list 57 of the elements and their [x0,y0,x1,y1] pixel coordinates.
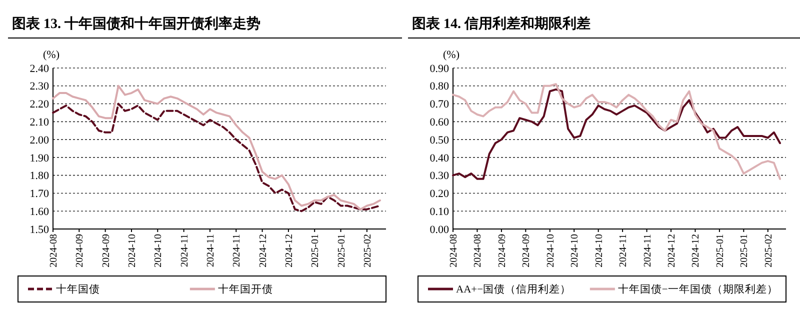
x-tick-label: 2025-01 [310,234,322,268]
y-axis-title: (%) [43,49,60,61]
y-tick-label: 1.80 [30,170,50,182]
chart-title: 图表 13. 十年国债和十年国开债利率走势 [12,15,260,32]
x-tick-label: 2024-11 [179,234,190,267]
y-tick-label: 2.00 [30,134,50,146]
y-tick-label: 0.20 [430,188,450,200]
line-series [52,84,381,210]
y-tick-label: 0.90 [430,62,450,75]
legend-label: 十年国债−一年国债（期限利差） [618,282,778,296]
chart-title: 图表 14. 信用利差和期限利差 [412,16,590,32]
x-tick-label: 2024-12 [284,234,295,268]
y-tick-label: 2.20 [30,98,50,111]
y-tick-label: 0.00 [430,224,450,236]
x-tick-label: 2024-09 [74,234,86,268]
legend-label: 十年国开债 [218,282,273,296]
x-tick-label: 2024-10 [545,234,556,268]
y-axis-title: (%) [443,49,460,61]
y-tick-label: 2.30 [30,80,50,93]
x-tick-label: 2024-09 [496,234,508,268]
x-tick-label: 2025-01 [739,234,750,268]
x-tick-label: 2025-01 [336,234,348,268]
y-tick-label: 1.70 [30,188,50,200]
x-tick-label: 2025-02 [362,234,374,268]
y-tick-label: 0.70 [430,98,450,111]
x-tick-label: 2024-10 [594,234,605,268]
y-tick-label: 0.10 [430,206,450,218]
x-tick-label: 2024-11 [232,234,243,267]
x-tick-label: 2024-12 [690,234,702,268]
x-tick-label: 2024-10 [570,234,581,268]
x-tick-label: 2024-11 [205,234,216,267]
x-tick-label: 2024-12 [258,234,269,268]
y-tick-label: 0.80 [430,80,450,93]
y-tick-label: 2.10 [30,116,50,129]
x-tick-label: 2024-10 [153,234,164,268]
y-tick-label: 0.40 [430,152,450,164]
x-tick-label: 2024-10 [126,234,138,268]
line-series [52,102,381,212]
y-tick-label: 1.50 [30,224,50,236]
x-tick-label: 2024-08 [448,234,460,268]
y-tick-label: 0.60 [430,116,450,129]
x-tick-label: 2024-09 [100,234,112,268]
legend-label: AA+−国债（信用利差） [456,282,572,296]
x-tick-label: 2024-11 [618,234,630,267]
y-tick-label: 1.60 [30,206,50,218]
x-tick-label: 2024-12 [666,234,678,268]
x-tick-label: 2024-11 [642,234,654,267]
x-tick-label: 2025-02 [763,234,774,268]
y-tick-label: 2.40 [30,62,50,75]
y-tick-label: 0.30 [430,170,450,182]
y-tick-label: 0.50 [430,134,450,146]
y-tick-label: 1.90 [30,152,50,164]
x-tick-label: 2024-09 [521,234,532,268]
legend-label: 十年国债 [56,282,100,296]
x-tick-label: 2024-08 [48,234,60,268]
x-tick-label: 2024-08 [472,234,484,268]
x-tick-label: 2025-01 [714,234,726,268]
